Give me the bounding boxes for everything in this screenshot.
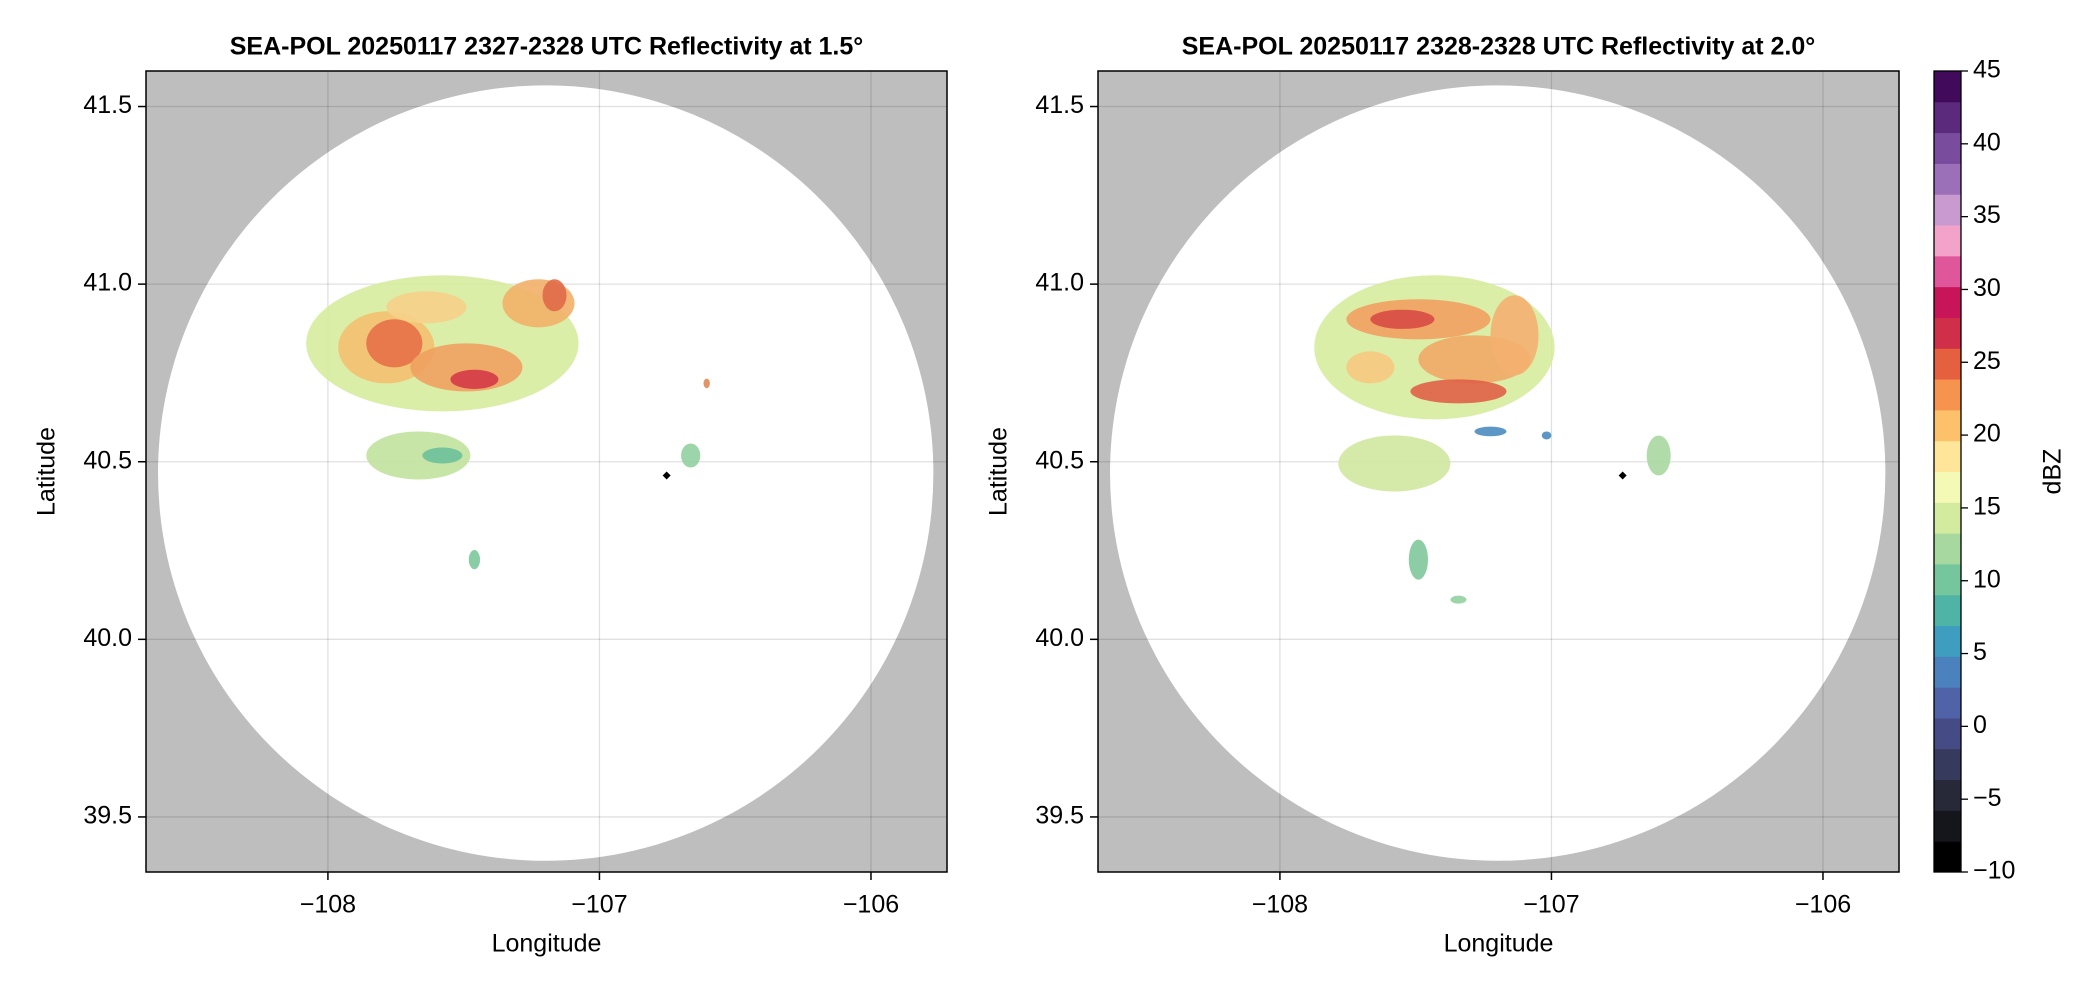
colorbar-band [1934,348,1961,380]
y-tick-label: 40.5 [1035,446,1084,474]
colorbar-band [1934,810,1961,842]
colorbar-label: dBZ [2039,449,2067,495]
echo [681,443,701,468]
echo [542,279,567,312]
plot-frame [145,70,948,873]
colorbar-tick-label: 40 [1973,128,2001,156]
radar-coverage [1110,85,1886,861]
colorbar-band [1934,409,1961,442]
colorbar-tick-label: −5 [1973,784,2002,812]
colorbar-band [1934,687,1961,719]
colorbar-band [1934,717,1961,750]
echo [450,369,499,389]
colorbar-band [1934,101,1961,134]
colorbar-band [1934,440,1961,472]
colorbar-band [1934,471,1961,503]
echo [1370,309,1435,329]
echo [1490,295,1539,376]
chart-title: SEA-POL 20250117 2327-2328 UTC Reflectiv… [230,33,864,61]
echo [1450,595,1467,604]
y-tick-label: 41.5 [1035,91,1084,119]
plot-frame [1097,70,1900,873]
colorbar-band [1934,841,1961,873]
echo [1338,435,1451,492]
echo [422,447,463,464]
colorbar-band [1934,286,1961,318]
x-tick-label: −108 [1252,891,1308,919]
colorbar-band [1934,163,1961,195]
echo [703,378,710,389]
y-tick-label: 41.0 [1035,269,1084,297]
radar-site [662,471,671,480]
y-tick-label: 40.0 [1035,624,1084,652]
colorbar-band [1934,533,1961,565]
x-tick-label: −108 [300,891,356,919]
colorbar-tick-label: 30 [1973,274,2001,302]
colorbar-tick-label: 15 [1973,493,2001,521]
colorbar-tick-label: 10 [1973,565,2001,593]
y-axis-label: Latitude [985,427,1013,516]
colorbar-band [1934,748,1961,781]
colorbar-tick-label: 20 [1973,420,2001,448]
echo [1541,431,1552,440]
y-tick-label: 41.5 [83,91,132,119]
colorbar-band [1934,225,1961,257]
radar-coverage [158,85,934,861]
colorbar-tick-label: 5 [1973,638,1987,666]
echo [366,431,471,480]
colorbar-band [1934,625,1961,657]
echo [1346,351,1395,384]
colorbar-band [1934,317,1961,349]
x-axis-label: Longitude [492,930,602,958]
y-tick-label: 39.5 [83,802,132,830]
colorbar-band [1934,132,1961,164]
colorbar-band [1934,379,1961,411]
colorbar-band [1934,594,1961,627]
colorbar-band [1934,563,1961,596]
echo [366,319,423,368]
echo [468,549,481,570]
x-tick-label: −106 [843,891,899,919]
colorbar-frame [1933,70,1962,873]
echo [1474,426,1507,437]
echo [1408,539,1429,580]
echo [386,291,467,324]
x-tick-label: −107 [571,891,627,919]
colorbar-tick-label: 0 [1973,711,1987,739]
y-axis-label: Latitude [33,427,61,516]
colorbar-tick-label: 45 [1973,56,2001,84]
colorbar-band [1934,656,1961,688]
y-tick-label: 41.0 [83,269,132,297]
chart-title: SEA-POL 20250117 2328-2328 UTC Reflectiv… [1182,33,1816,61]
x-axis-label: Longitude [1444,930,1554,958]
colorbar-tick-label: −10 [1973,857,2015,885]
y-tick-label: 39.5 [1035,802,1084,830]
colorbar-band [1934,779,1961,811]
radar-site [1618,471,1627,480]
colorbar-tick-label: 35 [1973,201,2001,229]
colorbar-tick-label: 25 [1973,347,2001,375]
x-tick-label: −107 [1523,891,1579,919]
colorbar-band [1934,71,1961,103]
x-tick-label: −106 [1795,891,1851,919]
colorbar-band [1934,255,1961,288]
echo [1646,435,1671,476]
colorbar-band [1934,502,1961,534]
y-tick-label: 40.5 [83,446,132,474]
y-tick-label: 40.0 [83,624,132,652]
echo [1410,379,1507,404]
colorbar-band [1934,194,1961,226]
